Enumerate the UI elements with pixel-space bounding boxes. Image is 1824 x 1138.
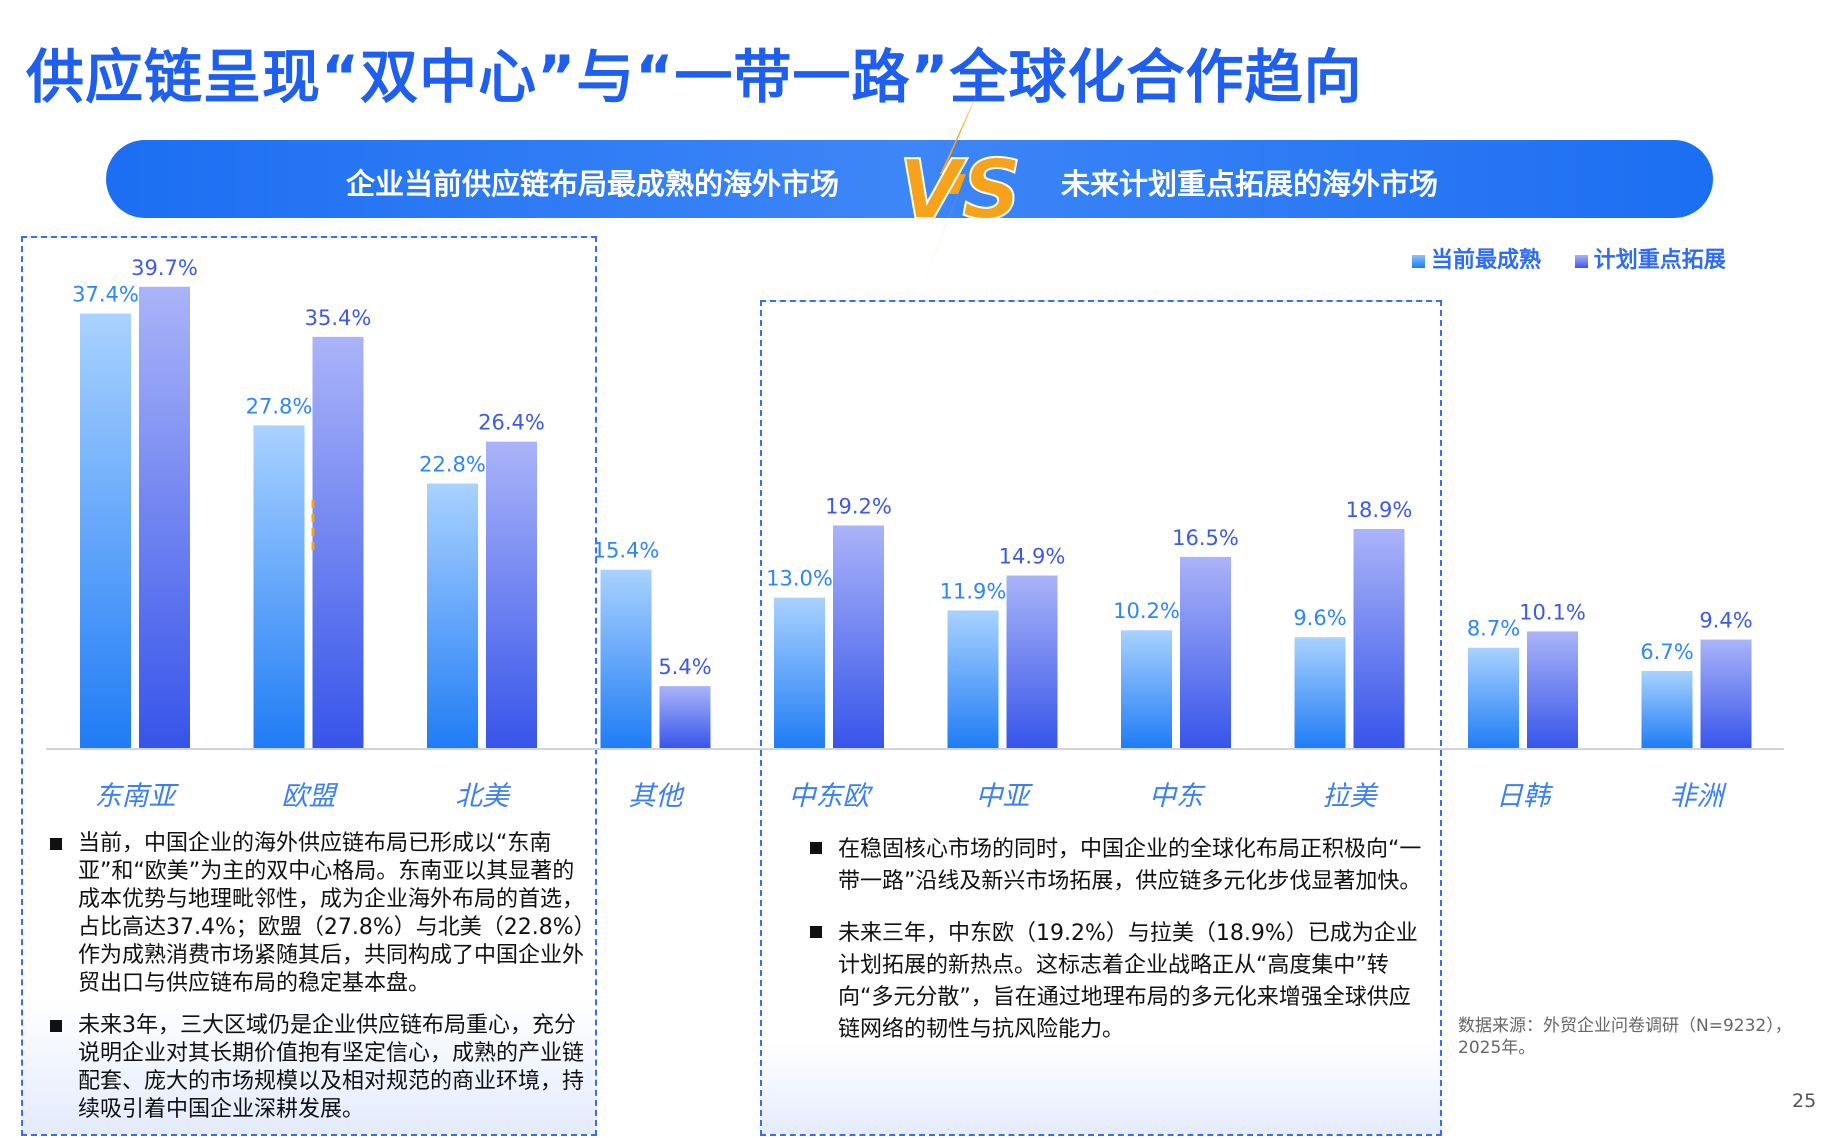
bar-value-label: 6.7%: [1640, 640, 1693, 664]
category-label: 东南亚: [95, 781, 180, 812]
note-item: 未来3年，三大区域仍是企业供应链布局重心，充分说明企业对其长期价值抱有坚定信心，…: [48, 1012, 586, 1124]
page-number: 25: [1792, 1090, 1817, 1112]
bar-plan: [659, 686, 711, 749]
bar-value-label: 27.8%: [246, 394, 313, 418]
bar-current: [947, 610, 999, 749]
legend-item-current: 当前最成熟: [1412, 248, 1549, 273]
bar-current: [1641, 670, 1693, 749]
bar-plan: [1353, 528, 1405, 749]
lightning-icon: VS: [898, 92, 1022, 292]
bar-plan: [139, 286, 190, 749]
bar-current: [774, 597, 825, 749]
bar-chart: 37.4% 39.7% 东南亚 27.8% 35.4% 欧盟 22.8% 26.4% 北美 15.…: [46, 256, 1784, 812]
bar-value-label: 26.4%: [478, 411, 545, 435]
category-label: 拉美: [1323, 781, 1380, 812]
bar-value-label: 19.2%: [825, 494, 892, 518]
bar-plan: [486, 441, 537, 749]
note-item: 未来三年，中东欧（19.2%）与拉美（18.9%）已成为企业计划拓展的新热点。这…: [808, 918, 1428, 1046]
category-label: 其他: [629, 781, 686, 812]
bar-current: [600, 569, 652, 749]
bar-value-label: 9.4%: [1699, 609, 1752, 633]
bar-value-label: 11.9%: [940, 579, 1007, 603]
category-label: 欧盟: [282, 781, 339, 812]
bar-current: [1121, 630, 1172, 749]
legend-swatch-current: [1412, 254, 1425, 268]
bar-value-label: 18.9%: [1346, 498, 1413, 522]
notes-mid: 在稳固核心市场的同时，中国企业的全球化布局正积极向“一带一路”沿线及新兴市场拓展…: [808, 834, 1428, 1066]
bar-value-label: 39.7%: [131, 256, 198, 280]
bar-value-label: 37.4%: [72, 283, 139, 307]
bar-plan: [1527, 631, 1578, 749]
category-label: 非洲: [1670, 781, 1728, 812]
legend-label-current: 当前最成熟: [1431, 248, 1542, 273]
bar-value-label: 35.4%: [305, 306, 372, 330]
bar-plan: [1180, 556, 1231, 749]
banner-right-label: 未来计划重点拓展的海外市场: [1061, 167, 1439, 201]
category-label: 中东欧: [789, 781, 874, 812]
category-label: 中亚: [976, 781, 1034, 812]
notes-left: 当前，中国企业的海外供应链布局已形成以“东南亚”和“欧美”为主的双中心格局。东南…: [48, 830, 586, 1138]
bar-current: [253, 425, 305, 749]
bar-value-label: 22.8%: [419, 453, 486, 477]
bar-current: [1294, 637, 1346, 749]
category-label: 北美: [455, 781, 512, 812]
vs-text: VS: [899, 143, 1022, 238]
bar-plan: [312, 336, 364, 749]
bar-plan: [1006, 575, 1058, 749]
chart-legend: 当前最成熟 计划重点拓展: [1412, 242, 1752, 274]
bar-value-label: 14.9%: [999, 545, 1066, 569]
bar-value-label: 10.1%: [1519, 600, 1586, 624]
banner-left-label: 企业当前供应链布局最成熟的海外市场: [346, 167, 840, 201]
legend-item-plan: 计划重点拓展: [1574, 248, 1726, 273]
bar-plan: [833, 525, 884, 749]
bar-value-label: 13.0%: [766, 567, 833, 591]
bar-current: [1468, 647, 1519, 749]
bar-current: [80, 313, 131, 749]
bar-current: [427, 483, 478, 749]
note-item: 在稳固核心市场的同时，中国企业的全球化布局正积极向“一带一路”沿线及新兴市场拓展…: [808, 834, 1428, 898]
comparison-banner: 企业当前供应链布局最成熟的海外市场 未来计划重点拓展的海外市场: [106, 140, 1713, 218]
data-source: 数据来源：外贸企业问卷调研（N=9232），2025年。: [1458, 1016, 1792, 1058]
bar-value-label: 16.5%: [1172, 526, 1239, 550]
page-title: 供应链呈现“双中心”与“一带一路”全球化合作趋向: [26, 43, 1363, 111]
category-label: 中东: [1149, 781, 1206, 812]
bar-value-label: 8.7%: [1467, 617, 1520, 641]
legend-label-plan: 计划重点拓展: [1593, 248, 1726, 273]
bar-value-label: 15.4%: [593, 539, 660, 563]
bar-plan: [1700, 639, 1752, 749]
vs-badge: VS: [880, 92, 1040, 292]
bar-value-label: 5.4%: [658, 655, 711, 679]
category-label: 日韩: [1496, 781, 1554, 812]
bar-value-label: 10.2%: [1113, 599, 1180, 623]
note-item: 当前，中国企业的海外供应链布局已形成以“东南亚”和“欧美”为主的双中心格局。东南…: [48, 830, 586, 998]
legend-swatch-plan: [1574, 254, 1588, 268]
bar-value-label: 9.6%: [1293, 606, 1346, 630]
